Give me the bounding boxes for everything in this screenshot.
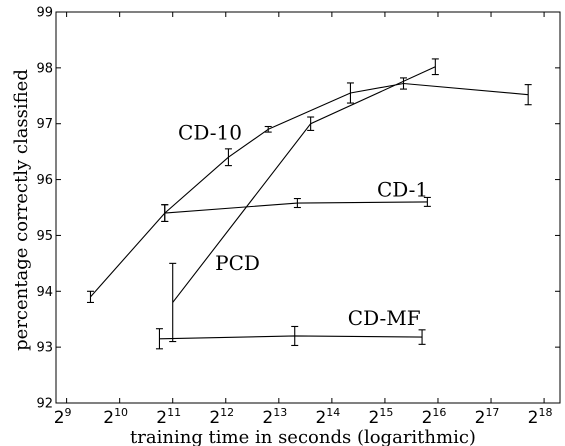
x-tick-base: 2 [369, 408, 380, 428]
plot-frame [55, 11, 561, 404]
x-tick-exponent: 18 [538, 406, 552, 419]
error-bar-cd-10 [399, 77, 407, 90]
x-tick-base: 2 [475, 408, 486, 428]
error-bar-cd-1 [293, 198, 301, 209]
y-tick-label: 97 [36, 117, 53, 132]
x-tick-exponent: 11 [167, 406, 181, 419]
x-tick-label: 29 [54, 406, 72, 428]
x-tick-base: 2 [209, 408, 220, 428]
x-tick-exponent: 10 [114, 406, 128, 419]
series-label-cd-mf: CD-MF [348, 306, 421, 330]
x-tick-base: 2 [262, 408, 273, 428]
error-bar-cd-10 [224, 148, 232, 167]
y-tick-label: 96 [36, 173, 53, 188]
x-tick-label: 218 [528, 406, 553, 428]
x-tick-exponent: 12 [220, 406, 234, 419]
y-tick-label: 94 [36, 285, 53, 300]
y-tick-label: 95 [36, 229, 53, 244]
x-tick-exponent: 17 [485, 406, 499, 419]
x-tick-base: 2 [103, 408, 114, 428]
x-tick-exponent: 13 [273, 406, 287, 419]
x-tick-base: 2 [528, 408, 539, 428]
x-tick-label: 214 [315, 406, 340, 428]
x-tick-exponent: 9 [65, 406, 72, 419]
x-tick-base: 2 [422, 408, 433, 428]
y-axis: 92 93 94 95 96 97 98 99 [36, 6, 560, 412]
error-bar-cd-10 [524, 84, 532, 106]
x-tick-base: 2 [315, 408, 326, 428]
x-tick-exponent: 15 [379, 406, 393, 419]
x-tick-label: 213 [262, 406, 287, 428]
error-bar-cd-10 [346, 82, 354, 104]
y-tick-label: 99 [36, 6, 53, 21]
series-line-cd-mf [159, 335, 423, 340]
x-tick-exponent: 16 [432, 406, 446, 419]
error-bar-cd-1 [161, 204, 169, 223]
y-tick-label: 92 [36, 397, 53, 412]
series-label-cd-10: CD-10 [178, 120, 242, 144]
x-axis-label: training time in seconds (logarithmic) [130, 427, 476, 446]
series-label-cd-1: CD-1 [377, 177, 428, 201]
error-bar-cd-mf [155, 328, 163, 350]
y-tick-label: 93 [36, 341, 53, 356]
x-tick-label: 217 [475, 406, 500, 428]
x-axis: 29 210 211 212 213 214 215 216 217 218 [54, 12, 553, 428]
error-bar-cd-mf [291, 325, 299, 347]
error-bar-cd-10 [264, 125, 272, 133]
error-bar-cd-10 [86, 290, 94, 304]
x-tick-base: 2 [54, 408, 65, 428]
x-tick-label: 216 [422, 406, 447, 428]
error-bar-pcd [431, 58, 439, 76]
x-tick-label: 210 [103, 406, 128, 428]
annotation-group: CD-10 CD-1 PCD CD-MF [178, 120, 428, 329]
plot-area [55, 11, 561, 404]
error-bar-cd-1 [423, 196, 431, 207]
x-tick-base: 2 [156, 408, 167, 428]
error-bar-pcd [307, 116, 315, 131]
x-tick-label: 215 [369, 406, 394, 428]
series-label-pcd: PCD [215, 251, 260, 275]
x-tick-exponent: 14 [326, 406, 340, 419]
series-line-cd-10 [90, 82, 529, 298]
error-bar-pcd [169, 262, 177, 343]
error-bar-cd-mf [418, 329, 426, 345]
y-axis-label: percentage correctly classified [11, 69, 32, 351]
series-group [86, 58, 532, 350]
y-tick-label: 98 [36, 61, 53, 76]
x-tick-label: 211 [156, 406, 181, 428]
x-tick-label: 212 [209, 406, 234, 428]
